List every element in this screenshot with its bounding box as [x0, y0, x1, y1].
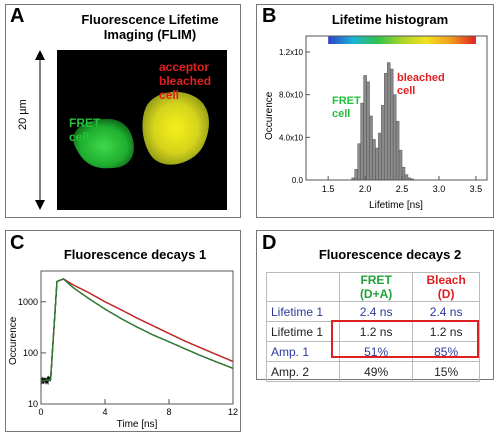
row-fret-value: 2.4 ns: [338, 301, 414, 322]
histogram-label-fret-1: FRET: [332, 95, 361, 107]
table-header-empty: [266, 272, 340, 302]
histogram-xtick-label: 2.0: [359, 184, 372, 194]
histogram-bar: [363, 75, 367, 181]
decay-series-data: [40, 278, 234, 386]
decay-xtick-label: 0: [38, 407, 43, 417]
histogram-bar: [384, 73, 388, 181]
histogram-bar: [392, 94, 397, 181]
histogram-colorbar: [328, 36, 476, 44]
decay-ylabel: Occurence: [8, 316, 19, 365]
label-fret-line1: FRET: [69, 116, 101, 130]
histogram-bar: [389, 68, 394, 181]
histogram-bar: [381, 105, 385, 181]
flim-image: acceptor bleached cell FRET cell: [57, 50, 227, 210]
histogram-bar: [395, 121, 400, 181]
label-acceptor-line2: bleached: [159, 74, 212, 88]
decay-series-fit: [41, 278, 234, 382]
panel-letter-c: C: [10, 232, 25, 254]
decay-plot-frame: [40, 270, 234, 405]
histogram-xtick-label: 3.5: [470, 184, 483, 194]
histogram-label-bleached-1: bleached: [397, 72, 445, 84]
table-header-row: FRET (D+A) Bleach (D): [266, 272, 480, 302]
decay-xtick-label: 8: [166, 407, 171, 417]
table-header-bleach: Bleach (D): [412, 272, 480, 302]
lifetime-histogram: 0.0 4.0x10 8.0x10 1.2x10 1.5 2.0 2.5 3.0 3.5 Li…: [264, 35, 488, 211]
histogram-bar: [372, 139, 376, 181]
decay-xlabel: Time [ns]: [117, 419, 158, 430]
histogram-bar: [357, 143, 361, 181]
histogram-bar: [378, 132, 382, 181]
row-label: Amp. 2: [266, 361, 340, 382]
histogram-ytick-label: 4.0x10: [279, 133, 304, 142]
row-fret-value: 49%: [338, 361, 414, 382]
decay-ytick-label: 1000: [18, 297, 38, 307]
row-bleach-value: 1.2 ns: [412, 321, 480, 342]
histogram-bar: [366, 81, 370, 181]
histogram-ylabel: Occurence: [264, 91, 275, 140]
scale-bar-label: 20 µm: [17, 99, 29, 130]
histogram-plot-frame: [305, 35, 488, 181]
decay-series-fit: [41, 278, 234, 382]
histogram-bar: [354, 169, 358, 181]
histogram-ytick-label: 8.0x10: [279, 91, 304, 100]
table-row: Lifetime 1 2.4 ns 2.4 ns: [266, 301, 480, 322]
panel-b-title: Lifetime histogram: [331, 12, 449, 27]
histogram-bar: [375, 147, 379, 181]
row-bleach-value: 15%: [412, 361, 480, 382]
scale-bar: [35, 50, 45, 210]
histogram-bar: [398, 149, 403, 181]
histogram-bar: [360, 102, 364, 181]
panel-letter-a: A: [10, 5, 25, 27]
panel-d-title: Fluorescence decays 2: [318, 247, 462, 262]
histogram-xtick-label: 2.5: [396, 184, 409, 194]
panel-c: [5, 230, 241, 432]
label-acceptor-line1: acceptor: [159, 60, 210, 74]
label-acceptor-line3: cell: [159, 88, 180, 102]
row-bleach-value: 2.4 ns: [412, 301, 480, 322]
table-row: Lifetime 1 1.2 ns 1.2 ns: [266, 321, 480, 342]
decay-xtick-label: 4: [102, 407, 107, 417]
row-label: Lifetime 1: [266, 321, 340, 342]
histogram-bar: [369, 115, 373, 181]
row-label: Amp. 1: [266, 341, 340, 362]
histogram-bar: [387, 62, 391, 181]
decay-chart: 10 100 1000 0 4 8 12 Time [ns] Occurence: [8, 270, 238, 430]
decays-table: FRET (D+A) Bleach (D) Lifetime 1 2.4 ns …: [266, 272, 480, 382]
histogram-xtick-label: 1.5: [322, 184, 335, 194]
panel-a-title-line1: Fluorescence Lifetime: [81, 12, 219, 27]
histogram-label-fret-2: cell: [332, 108, 350, 120]
histogram-label-bleached-2: cell: [397, 85, 415, 97]
histogram-ytick-label: 1.2x10: [279, 48, 304, 57]
panel-c-title: Fluorescence decays 1: [63, 247, 207, 262]
decay-xtick-label: 12: [228, 407, 238, 417]
panel-a-title-line2: Imaging (FLIM): [103, 27, 197, 42]
label-fret-line2: cell: [69, 130, 90, 144]
table-row: Amp. 2 49% 15%: [266, 361, 480, 382]
acceptor-cell-shape: [142, 91, 209, 165]
decay-ytick-label: 100: [23, 348, 38, 358]
row-label: Lifetime 1: [266, 301, 340, 322]
fret-cell-shape: [73, 118, 134, 169]
table-header-fret: FRET (D+A): [338, 272, 414, 302]
histogram-xtick-label: 3.0: [433, 184, 446, 194]
panel-letter-d: D: [262, 232, 277, 254]
histogram-ytick-label: 0.0: [292, 176, 304, 185]
decay-series-data: [40, 278, 234, 386]
histogram-bar: [404, 174, 409, 181]
histogram-xlabel: Lifetime [ns]: [369, 200, 423, 211]
amplitude-highlight-box: [331, 320, 479, 358]
decay-ytick-label: 10: [28, 399, 38, 409]
panel-letter-b: B: [262, 5, 277, 27]
